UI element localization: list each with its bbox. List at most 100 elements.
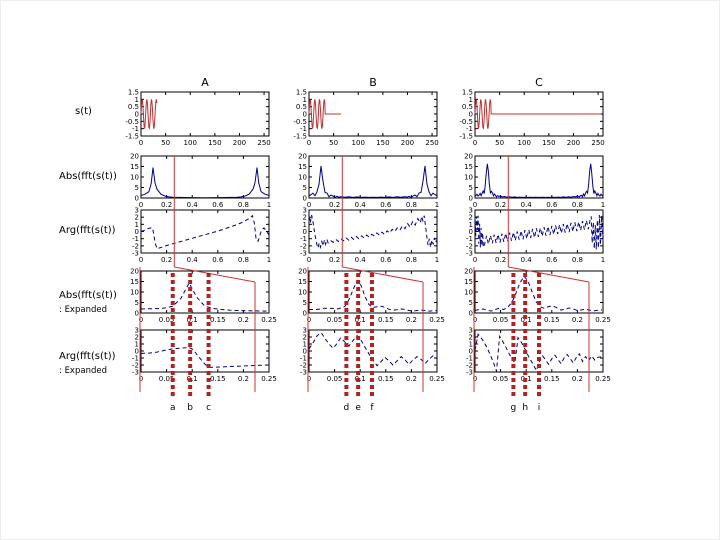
row-label-arg-expanded-suffix: : Expanded <box>59 366 107 376</box>
svg-text:-3: -3 <box>466 250 473 258</box>
svg-text:0.6: 0.6 <box>212 201 224 209</box>
svg-text:0.2: 0.2 <box>161 201 172 209</box>
svg-text:0.1: 0.1 <box>187 316 198 324</box>
svg-text:0.6: 0.6 <box>380 201 392 209</box>
svg-text:-0.5: -0.5 <box>459 118 473 126</box>
svg-text:20: 20 <box>298 153 307 161</box>
column-title-a: A <box>201 76 209 89</box>
svg-text:200: 200 <box>567 139 580 147</box>
svg-text:15: 15 <box>298 163 307 171</box>
svg-text:3: 3 <box>469 327 473 335</box>
row-label-abs-fft: Abs(fft(s(t)) <box>59 171 117 183</box>
svg-text:0: 0 <box>473 375 477 383</box>
svg-text:0.6: 0.6 <box>546 201 558 209</box>
svg-text:0.2: 0.2 <box>161 256 172 264</box>
svg-text:10: 10 <box>298 174 307 182</box>
svg-text:0.8: 0.8 <box>238 256 249 264</box>
svg-text:20: 20 <box>298 268 307 276</box>
svg-text:-1.5: -1.5 <box>125 133 139 141</box>
row-label-abs-expanded-suffix: : Expanded <box>59 305 107 315</box>
svg-text:3: 3 <box>469 207 473 215</box>
svg-text:0.1: 0.1 <box>355 375 366 383</box>
svg-text:100: 100 <box>518 139 531 147</box>
svg-text:0.2: 0.2 <box>572 375 583 383</box>
svg-text:0.2: 0.2 <box>572 316 583 324</box>
svg-text:-2: -2 <box>300 242 307 250</box>
svg-text:-1.5: -1.5 <box>293 133 307 141</box>
svg-text:0: 0 <box>469 310 473 318</box>
svg-text:e: e <box>355 403 361 413</box>
svg-text:0: 0 <box>139 201 143 209</box>
svg-text:2: 2 <box>303 214 307 222</box>
svg-text:1: 1 <box>469 341 473 349</box>
svg-text:b: b <box>187 403 193 413</box>
row-label-arg-fft-expanded-text: Arg(fft(s(t)) <box>59 351 116 362</box>
svg-text:10: 10 <box>464 289 473 297</box>
svg-text:100: 100 <box>352 139 365 147</box>
svg-text:15: 15 <box>130 163 139 171</box>
svg-text:0: 0 <box>303 111 307 119</box>
svg-text:0.8: 0.8 <box>572 256 583 264</box>
svg-text:5: 5 <box>135 184 139 192</box>
svg-text:0: 0 <box>303 195 307 203</box>
svg-text:0.25: 0.25 <box>595 316 611 324</box>
svg-text:0.2: 0.2 <box>329 256 340 264</box>
svg-text:0.1: 0.1 <box>187 375 198 383</box>
svg-text:-2: -2 <box>466 362 473 370</box>
svg-text:250: 250 <box>591 139 604 147</box>
svg-text:20: 20 <box>464 268 473 276</box>
svg-text:0: 0 <box>303 228 307 236</box>
svg-text:-1: -1 <box>300 125 307 133</box>
svg-text:0: 0 <box>135 348 139 356</box>
svg-text:5: 5 <box>303 299 307 307</box>
svg-text:15: 15 <box>298 278 307 286</box>
svg-text:-2: -2 <box>466 242 473 250</box>
svg-text:0.25: 0.25 <box>429 316 445 324</box>
svg-text:1: 1 <box>435 201 439 209</box>
svg-text:-1: -1 <box>466 355 473 363</box>
svg-text:1: 1 <box>303 96 307 104</box>
svg-text:0: 0 <box>469 348 473 356</box>
svg-text:-1.5: -1.5 <box>459 133 473 141</box>
svg-text:-3: -3 <box>300 250 307 258</box>
svg-text:150: 150 <box>208 139 221 147</box>
svg-text:3: 3 <box>303 207 307 215</box>
svg-text:-2: -2 <box>132 242 139 250</box>
svg-text:0: 0 <box>139 256 143 264</box>
svg-text:10: 10 <box>130 289 139 297</box>
svg-text:0.8: 0.8 <box>406 256 417 264</box>
svg-text:5: 5 <box>303 184 307 192</box>
svg-text:10: 10 <box>130 174 139 182</box>
svg-text:2: 2 <box>469 214 473 222</box>
svg-text:0: 0 <box>469 111 473 119</box>
svg-text:50: 50 <box>329 139 338 147</box>
svg-text:1: 1 <box>469 96 473 104</box>
svg-text:0.8: 0.8 <box>406 201 417 209</box>
svg-text:-1: -1 <box>132 125 139 133</box>
svg-text:100: 100 <box>184 139 197 147</box>
svg-text:0.4: 0.4 <box>355 256 367 264</box>
svg-text:1: 1 <box>601 256 605 264</box>
svg-text:0.1: 0.1 <box>521 316 532 324</box>
svg-text:0: 0 <box>307 256 311 264</box>
row-label-arg-fft-text: Arg(fft(s(t)) <box>59 225 116 236</box>
svg-text:0: 0 <box>135 195 139 203</box>
column-title-c: C <box>535 76 543 89</box>
svg-text:10: 10 <box>464 174 473 182</box>
svg-text:i: i <box>538 403 541 413</box>
svg-text:0.15: 0.15 <box>210 316 226 324</box>
svg-text:2: 2 <box>135 214 139 222</box>
svg-text:0.8: 0.8 <box>238 201 249 209</box>
svg-text:0: 0 <box>139 316 143 324</box>
svg-text:0.4: 0.4 <box>521 256 533 264</box>
row-label-st: s(t) <box>75 106 92 117</box>
svg-text:1: 1 <box>135 341 139 349</box>
svg-text:2: 2 <box>135 334 139 342</box>
svg-text:1: 1 <box>267 256 271 264</box>
svg-text:1: 1 <box>435 256 439 264</box>
svg-text:1: 1 <box>469 221 473 229</box>
svg-text:20: 20 <box>130 268 139 276</box>
svg-text:0.15: 0.15 <box>544 316 560 324</box>
svg-text:-0.5: -0.5 <box>125 118 139 126</box>
row-label-abs-fft-expanded: Abs(fft(s(t)) : Expanded <box>59 290 117 316</box>
